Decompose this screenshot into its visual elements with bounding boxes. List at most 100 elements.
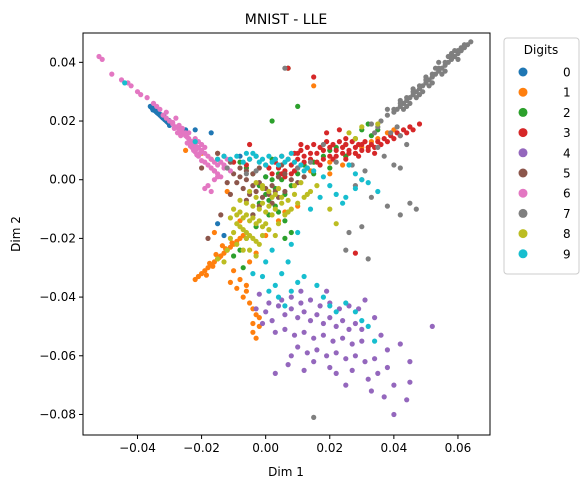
data-point [282,159,288,165]
data-point [352,144,358,150]
data-point [250,271,256,277]
data-point [372,315,378,321]
data-point [327,303,333,309]
data-point [397,100,403,106]
data-point [191,147,197,153]
legend-label: 9 [563,247,571,261]
data-point [154,103,160,109]
data-point [320,174,326,180]
data-point [362,359,368,365]
data-point [163,109,169,115]
data-point [240,294,246,300]
data-point [368,388,374,394]
data-point [307,150,314,156]
data-point [237,209,243,215]
data-point [301,168,307,174]
data-point [391,382,397,388]
data-point [378,332,384,338]
data-point [352,185,358,192]
data-point [391,106,397,112]
data-point [240,185,246,192]
data-point [247,247,253,253]
data-point [275,294,282,300]
data-point [288,294,294,300]
data-point [384,364,390,371]
data-point [266,188,272,195]
x-tick-label: −0.04 [119,441,156,455]
data-point [295,229,301,236]
data-point [279,194,285,200]
data-point [253,180,259,186]
data-point [298,141,304,148]
data-point [266,153,272,159]
data-point [153,109,159,115]
data-point [192,139,198,145]
data-point [320,332,326,338]
data-point [320,320,326,327]
data-point [266,203,272,209]
x-axis: −0.04 −0.02 0.00 0.02 0.04 0.06 [119,435,471,455]
data-point [221,153,227,159]
data-point [263,174,269,180]
data-point [362,297,368,303]
data-point [317,194,323,200]
data-point [250,203,256,209]
data-point [333,350,339,356]
data-point [237,197,243,203]
data-point [311,83,317,89]
data-point [194,152,200,158]
series-6 [96,53,233,195]
data-point [362,168,368,174]
y-axis-label: Dim 2 [9,216,23,252]
data-point [253,335,259,341]
data-point [250,320,256,327]
data-point [205,235,211,241]
data-point [269,177,275,183]
data-point [295,103,301,109]
data-point [368,194,374,200]
data-point [327,364,333,371]
data-point [215,174,221,180]
data-point [240,247,246,253]
data-point [340,200,346,206]
data-point [394,124,400,130]
data-point [243,150,249,156]
data-point [307,318,314,324]
data-point [407,100,413,106]
data-point [343,247,349,253]
legend-items: 0 1 2 3 4 5 6 7 8 9 [518,66,571,261]
data-point [391,411,397,418]
plot-frame [82,32,491,436]
data-point [359,224,365,230]
legend-marker [518,208,528,218]
data-point [183,147,189,153]
points-layer [96,39,474,420]
legend-marker [518,107,528,117]
data-point [333,370,339,376]
data-point [304,191,310,197]
data-point [304,350,310,356]
data-point [178,133,184,139]
data-point [243,212,249,218]
data-point [416,121,423,127]
data-point [269,247,275,253]
data-point [215,156,221,162]
data-point [237,276,243,283]
data-point [413,95,419,101]
y-tick-label: 0.04 [49,55,76,69]
data-point [170,119,176,126]
data-point [384,139,390,145]
data-point [234,241,240,247]
data-point [372,130,378,136]
data-point [253,168,259,174]
data-point [375,144,381,150]
data-point [320,294,326,300]
data-point [237,165,243,171]
y-tick-label: −0.02 [39,231,76,245]
data-point [256,206,262,212]
data-point [365,180,371,186]
data-point [343,194,349,200]
data-point [272,329,278,335]
data-point [272,370,278,376]
